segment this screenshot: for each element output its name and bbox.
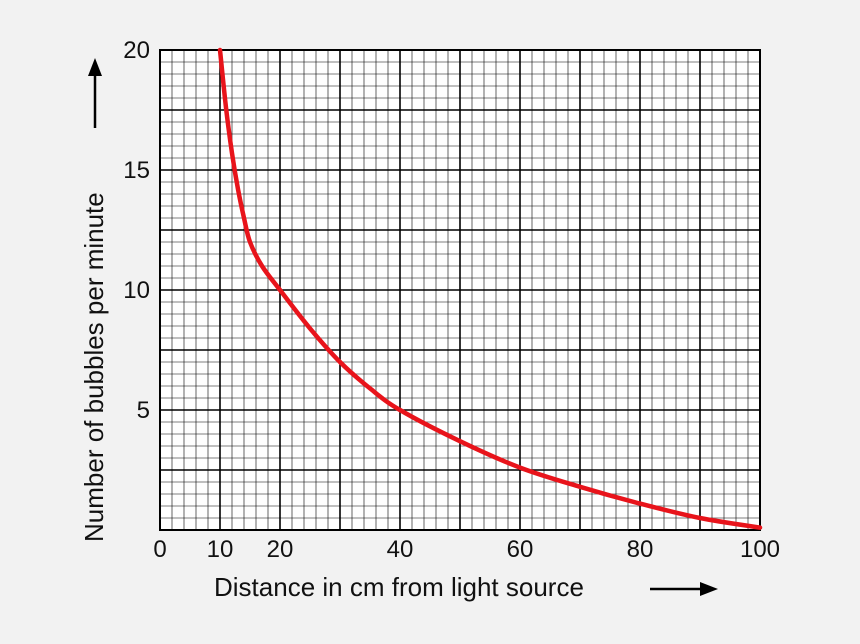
y-tick-label: 15 bbox=[123, 157, 150, 184]
plot-frame bbox=[159, 49, 761, 531]
x-tick-label: 60 bbox=[507, 536, 534, 563]
series-line-0 bbox=[217, 47, 763, 530]
x-tick-label: 0 bbox=[153, 536, 166, 563]
x-axis-title: Distance in cm from light source bbox=[214, 572, 584, 602]
x-tick-label: 100 bbox=[740, 536, 780, 563]
x-tick-label: 10 bbox=[207, 536, 234, 563]
major-grid bbox=[160, 50, 760, 530]
x-tick-label: 20 bbox=[267, 536, 294, 563]
y-axis-title: Number of bubbles per minute bbox=[79, 192, 109, 542]
y-tick-labels: 5 10 15 20 bbox=[123, 37, 150, 424]
x-tick-label: 40 bbox=[387, 536, 414, 563]
x-tick-label: 80 bbox=[627, 536, 654, 563]
x-tick-labels: 0 10 20 40 60 80 100 bbox=[153, 536, 780, 563]
y-axis-arrow-icon bbox=[88, 58, 102, 128]
y-tick-label: 5 bbox=[137, 397, 150, 424]
y-tick-label: 10 bbox=[123, 277, 150, 304]
series-layer bbox=[217, 47, 763, 530]
x-axis-arrow-icon bbox=[650, 582, 718, 596]
y-tick-label: 20 bbox=[123, 37, 150, 64]
